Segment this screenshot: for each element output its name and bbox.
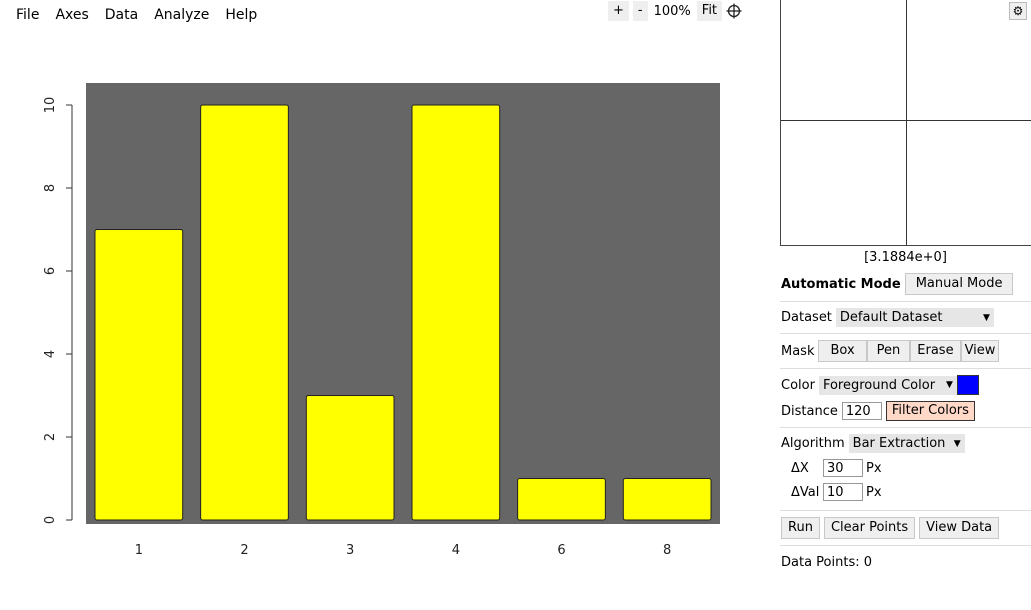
delta-val-unit: Px <box>866 484 882 500</box>
dataset-label: Dataset <box>781 310 832 325</box>
dropdown-caret-icon: ▼ <box>946 380 953 390</box>
gear-icon[interactable]: ⚙ <box>1009 2 1027 20</box>
crosshair-icon[interactable] <box>726 3 742 19</box>
x-tick-label: 1 <box>135 543 143 558</box>
menu-file[interactable]: File <box>16 7 40 23</box>
y-tick-label: 6 <box>43 267 58 275</box>
algorithm-select[interactable]: Bar Extraction ▼ <box>848 434 965 453</box>
data-points-count: Data Points: 0 <box>781 555 873 570</box>
zoom-in-button[interactable]: + <box>608 1 629 21</box>
mask-pen-button[interactable]: Pen <box>866 340 911 362</box>
distance-label: Distance <box>781 403 838 419</box>
mask-box-button[interactable]: Box <box>818 340 867 362</box>
x-tick-label: 2 <box>240 543 248 558</box>
delta-x-label: ΔX <box>791 460 809 476</box>
y-tick-label: 4 <box>43 350 58 358</box>
delta-x-unit: Px <box>866 460 882 476</box>
delta-val-label: ΔVal <box>791 484 820 500</box>
y-tick-label: 10 <box>43 97 58 114</box>
menu-axes[interactable]: Axes <box>55 7 89 23</box>
delta-x-input[interactable] <box>823 459 863 477</box>
automatic-mode-label: Automatic Mode <box>781 276 901 292</box>
menu-bar: File Axes Data Analyze Help <box>8 4 265 26</box>
color-select[interactable]: Foreground Color ▼ <box>818 375 957 395</box>
plot-background <box>86 83 720 524</box>
menu-analyze[interactable]: Analyze <box>154 7 210 23</box>
fit-button[interactable]: Fit <box>696 1 723 21</box>
bar <box>94 229 184 521</box>
mask-label: Mask <box>781 343 815 359</box>
y-tick-label: 0 <box>43 516 58 524</box>
color-label: Color <box>781 377 815 393</box>
control-panel: Automatic Mode Manual Mode Dataset Defau… <box>780 270 1031 573</box>
magnifier-view: ⚙ <box>780 0 1031 246</box>
view-data-button[interactable]: View Data <box>919 517 1000 539</box>
bar <box>622 478 712 521</box>
algorithm-label: Algorithm <box>781 436 845 451</box>
x-tick-label: 6 <box>557 543 565 558</box>
magnifier-crosshair-vertical <box>906 0 907 245</box>
color-selected: Foreground Color <box>822 377 936 393</box>
filter-colors-button[interactable]: Filter Colors <box>885 401 975 421</box>
dataset-selected: Default Dataset <box>839 310 943 325</box>
magnifier-crosshair-horizontal <box>781 120 1031 121</box>
mask-view-button[interactable]: View <box>960 340 1000 362</box>
bar <box>517 478 606 521</box>
bar <box>411 104 501 521</box>
algorithm-selected: Bar Extraction <box>852 436 946 451</box>
x-tick-label: 8 <box>663 543 671 558</box>
zoom-toolbar: + - 100% Fit <box>608 0 742 22</box>
mask-erase-button[interactable]: Erase <box>910 340 961 362</box>
delta-val-input[interactable] <box>823 483 863 501</box>
manual-mode-button[interactable]: Manual Mode <box>904 273 1014 295</box>
zoom-out-button[interactable]: - <box>632 1 648 21</box>
y-tick-label: 8 <box>43 184 58 192</box>
y-tick-label: 2 <box>43 433 58 441</box>
x-tick-label: 3 <box>346 543 354 558</box>
distance-input[interactable] <box>841 402 882 420</box>
zoom-level: 100% <box>653 3 691 19</box>
color-swatch[interactable] <box>956 375 979 395</box>
dropdown-caret-icon: ▼ <box>983 312 990 323</box>
cursor-readout: [3.1884e+0] <box>864 250 947 265</box>
run-button[interactable]: Run <box>781 517 820 539</box>
bar <box>305 395 395 521</box>
x-tick-label: 4 <box>452 543 460 558</box>
menu-help[interactable]: Help <box>225 7 258 23</box>
bar <box>200 104 289 521</box>
dropdown-caret-icon: ▼ <box>953 438 961 449</box>
menu-data[interactable]: Data <box>104 7 139 23</box>
dataset-select[interactable]: Default Dataset ▼ <box>835 308 994 327</box>
clear-points-button[interactable]: Clear Points <box>823 517 916 539</box>
